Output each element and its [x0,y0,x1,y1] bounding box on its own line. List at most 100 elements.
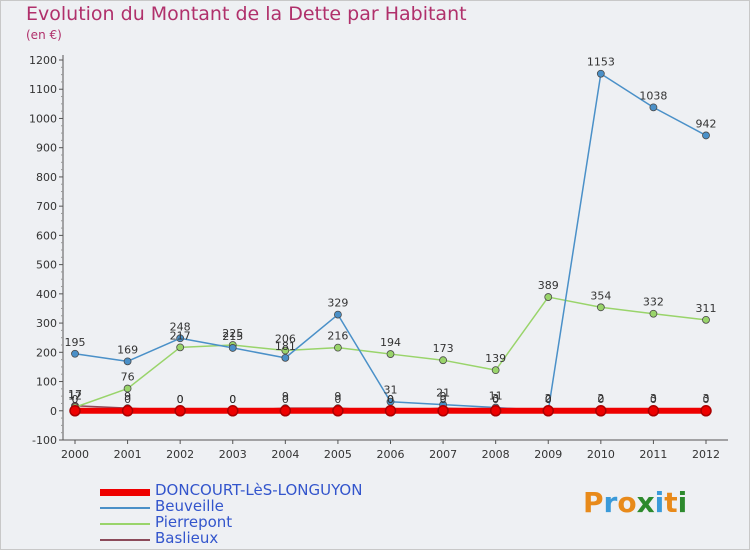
data-point [176,334,185,343]
data-label: 11 [489,390,503,403]
data-label: 248 [170,320,191,333]
data-label: 0 [440,393,447,406]
y-tick-label: 100 [36,376,57,389]
legend-swatch [100,539,150,541]
x-tick-label: 2012 [692,448,720,461]
data-label: 216 [327,330,348,343]
data-point [174,405,186,417]
x-tick-label: 2003 [219,448,247,461]
data-label: 181 [275,340,296,353]
legend-label: Baslieux [155,529,219,547]
data-label: 0 [545,393,552,406]
legend-label: Beuveille [155,497,224,515]
y-tick-label: 0 [50,405,57,418]
data-label: 0 [229,393,236,406]
data-label: 21 [436,387,450,400]
data-point [69,405,81,417]
data-point [439,356,447,365]
legend-item: Pierrepont [100,513,420,533]
data-label: 173 [433,342,454,355]
data-point [71,349,79,358]
data-point [649,309,658,318]
data-point [121,405,134,417]
y-tick-label: 600 [36,229,57,242]
data-label: 1153 [587,56,615,69]
data-point [384,405,397,417]
data-point [702,315,710,324]
chart-subtitle: (en €) [26,28,62,42]
data-point [595,405,607,417]
data-label: 329 [327,297,348,310]
data-label: 389 [538,279,559,292]
data-label: 1038 [639,89,667,102]
y-tick-label: -100 [32,434,57,447]
data-point [544,293,553,301]
data-point [332,405,344,417]
data-point [702,131,710,140]
data-label: 2 [545,392,552,405]
y-tick-label: 400 [36,288,57,301]
legend-label: Pierrepont [155,513,233,531]
x-tick-label: 2011 [639,448,667,461]
axis-layer: -100010020030040050060070080090010001100… [29,54,728,461]
x-tick-label: 2007 [429,448,457,461]
data-label: 17 [68,388,82,401]
data-label: 9 [124,390,131,403]
legend-item: Baslieux [100,529,420,549]
data-label: 206 [275,333,296,346]
y-tick-label: 300 [36,317,57,330]
data-label: 354 [590,289,611,302]
data-point [334,310,342,319]
proxiti-logo: Proxiti [583,486,688,519]
y-tick-label: 800 [36,171,57,184]
data-point [542,405,554,417]
data-label: 3 [650,392,657,405]
y-tick-label: 1200 [29,54,57,67]
data-point [123,384,132,393]
data-label: 215 [222,330,243,343]
legend-item: Beuveille [100,497,420,517]
data-point [596,303,605,312]
legend-swatch [100,489,150,496]
data-point [596,69,605,78]
data-point [649,103,658,112]
data-label: 0 [124,393,131,406]
data-point [700,405,712,417]
data-label: 31 [384,384,398,397]
x-tick-label: 2006 [377,448,405,461]
legend-label: DONCOURT-LèS-LONGUYON [155,481,363,499]
data-label: 0 [545,393,552,406]
data-label: 942 [696,117,717,130]
data-point [489,405,502,417]
data-label: 0 [387,393,394,406]
x-tick-label: 2010 [587,448,615,461]
data-label: 3 [703,392,710,405]
data-point [227,405,239,417]
y-tick-label: 900 [36,142,57,155]
y-tick-label: 500 [36,259,57,272]
data-label: 76 [121,371,135,384]
legend-item: DONCOURT-LèS-LONGUYON [100,481,420,501]
x-tick-label: 2008 [482,448,510,461]
y-tick-label: 1100 [29,83,57,96]
series-layer [69,69,712,417]
data-label: 0 [703,393,710,406]
data-label: 217 [170,329,191,342]
y-tick-label: 200 [36,346,57,359]
data-point [647,405,660,417]
data-label: 0 [387,393,394,406]
data-label: 194 [380,336,401,349]
data-label: 12 [68,389,82,402]
data-label: 332 [643,296,664,309]
data-label: 9 [282,390,289,403]
data-point [491,366,500,375]
data-label: 0 [650,393,657,406]
data-label: 139 [485,352,506,365]
data-label: 0 [282,393,289,406]
x-tick-label: 2009 [534,448,562,461]
data-label: 0 [177,393,184,406]
x-tick-label: 2000 [61,448,89,461]
